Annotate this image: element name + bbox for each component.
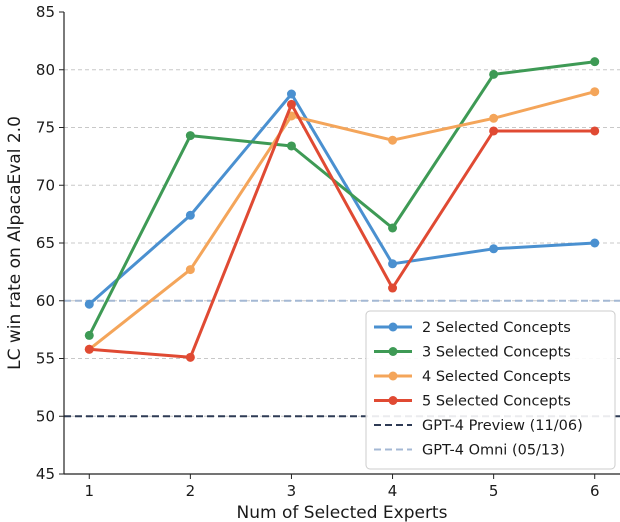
data-point (84, 344, 94, 354)
y-tick-label: 65 (36, 234, 55, 252)
legend-box (365, 310, 616, 470)
data-point (590, 238, 600, 248)
legend-label: 3 Selected Concepts (422, 345, 571, 361)
data-point (185, 265, 195, 275)
data-point (388, 223, 398, 233)
y-tick-label: 60 (36, 292, 55, 310)
data-point (489, 113, 499, 123)
data-point (590, 87, 600, 97)
data-point (84, 299, 94, 309)
data-point (185, 131, 195, 141)
series-lines (84, 57, 600, 362)
legend-label: 5 Selected Concepts (422, 394, 571, 410)
series-line (89, 102, 595, 359)
y-tick-label: 85 (36, 3, 55, 21)
y-axis-label: LC win rate on AlpacaEval 2.0 (5, 116, 25, 370)
data-point (286, 89, 296, 99)
series-line (88, 90, 596, 351)
data-point (489, 126, 499, 136)
legend-marker (388, 322, 398, 332)
x-tick-label: 4 (388, 482, 398, 500)
series-line (88, 92, 595, 306)
data-point (388, 135, 398, 145)
data-point (489, 69, 499, 79)
legend-marker (388, 347, 398, 356)
x-tick-label: 5 (489, 482, 499, 500)
legend-label: 2 Selected Concepts (422, 320, 571, 336)
legend-label: GPT-4 Preview (11/06) (422, 418, 583, 434)
data-point (388, 259, 398, 269)
data-point (590, 57, 600, 67)
data-point (185, 352, 195, 362)
series-line (87, 60, 595, 337)
y-tick-label: 80 (36, 61, 55, 79)
x-tick-label: 3 (287, 482, 297, 500)
y-tick-label: 75 (36, 119, 55, 137)
data-point (286, 99, 296, 109)
x-axis-label: Num of Selected Experts (237, 503, 448, 522)
x-tick-label: 6 (590, 482, 600, 500)
data-point (489, 244, 499, 254)
x-tick-label: 1 (84, 482, 94, 500)
legend-marker (388, 396, 398, 405)
data-point (590, 126, 600, 136)
y-tick-label: 70 (36, 176, 55, 194)
legend-marker (388, 371, 398, 381)
legend: 2 Selected Concepts 3 Selected Concepts 4 … (365, 310, 616, 470)
x-tick-label: 2 (186, 482, 196, 500)
data-point (84, 330, 94, 340)
data-point (388, 283, 398, 293)
y-tick-label: 45 (36, 465, 55, 483)
y-tick-label: 55 (36, 350, 55, 368)
data-point (185, 210, 195, 220)
legend-label: GPT-4 Omni (05/13) (422, 443, 565, 459)
legend-label: 4 Selected Concepts (422, 369, 571, 385)
y-tick-label: 50 (36, 407, 55, 425)
data-point (286, 141, 296, 151)
